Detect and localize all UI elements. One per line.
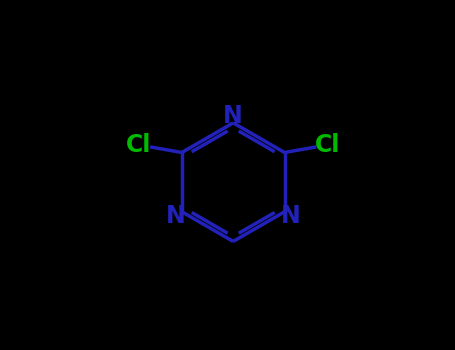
Text: N: N (166, 204, 186, 228)
Text: N: N (223, 104, 243, 128)
Text: N: N (281, 204, 300, 228)
Text: Cl: Cl (126, 133, 152, 157)
Text: Cl: Cl (315, 133, 340, 157)
